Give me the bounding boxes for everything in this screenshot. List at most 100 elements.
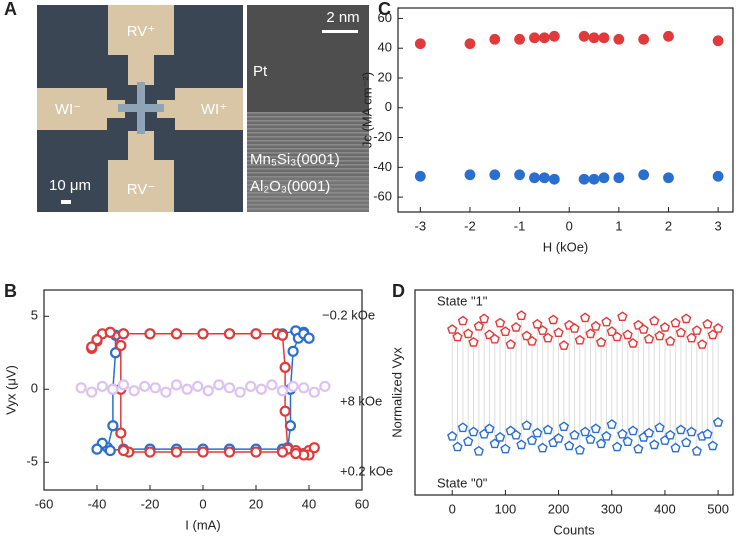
data-point <box>104 444 116 457</box>
data-point <box>548 30 560 42</box>
data-point <box>686 426 697 437</box>
data-point <box>578 173 590 185</box>
data-point <box>712 170 724 182</box>
data-point <box>457 422 468 433</box>
data-point <box>697 339 708 349</box>
data-point <box>510 429 522 440</box>
data-point <box>245 380 257 392</box>
micrograph <box>37 5 369 212</box>
data-point <box>276 446 289 458</box>
data-point <box>276 385 289 397</box>
y-tick-label: 5 <box>31 308 38 323</box>
data-point <box>638 324 649 334</box>
data-point <box>149 382 161 394</box>
data-point <box>532 427 543 438</box>
data-point <box>75 382 87 394</box>
data-point <box>537 442 548 453</box>
data-point <box>234 386 246 398</box>
image-label: WI⁻ <box>55 101 81 118</box>
data-point <box>290 447 302 460</box>
data-point <box>675 424 687 435</box>
data-point <box>516 439 527 450</box>
data-point <box>500 443 511 454</box>
data-point <box>276 329 289 341</box>
data-point <box>702 428 713 439</box>
data-point <box>287 345 299 357</box>
lattice <box>247 112 369 212</box>
data-point <box>532 318 543 329</box>
data-point <box>463 436 474 446</box>
data-point <box>675 327 687 337</box>
y-tick-label: -5 <box>26 454 38 469</box>
data-point <box>670 442 681 453</box>
data-point <box>308 442 320 454</box>
data-point <box>463 328 474 339</box>
data-point <box>633 443 644 454</box>
data-point <box>702 318 713 329</box>
channel <box>118 104 164 112</box>
x-tick-label: 20 <box>249 496 263 511</box>
x-tick-label: 500 <box>707 501 729 516</box>
data-point <box>170 446 183 458</box>
x-tick-label: -40 <box>88 496 107 511</box>
image-label: WI⁺ <box>201 101 227 118</box>
series-label: −0.2 kOe <box>322 307 375 322</box>
scale-bar <box>322 30 358 33</box>
image-label: RV⁻ <box>127 181 155 198</box>
data-point <box>117 444 130 457</box>
data-point <box>181 383 193 395</box>
x-tick-label: 200 <box>548 501 570 516</box>
data-point <box>298 382 310 394</box>
data-point <box>663 172 674 184</box>
data-point <box>279 361 291 373</box>
data-point <box>665 429 676 440</box>
data-point <box>638 33 650 45</box>
data-point <box>139 380 151 392</box>
data-point <box>712 323 724 333</box>
data-point <box>611 441 623 452</box>
data-point <box>548 314 559 325</box>
plot-frame <box>414 289 734 496</box>
x-tick-label: 40 <box>302 496 316 511</box>
data-point <box>569 429 580 440</box>
data-point <box>617 428 628 439</box>
data-point <box>255 383 267 395</box>
data-point <box>192 380 204 392</box>
data-point <box>202 385 214 397</box>
data-point <box>319 380 331 392</box>
data-point <box>665 335 676 346</box>
data-point <box>611 331 623 342</box>
data-point <box>712 35 724 47</box>
data-point <box>542 424 554 435</box>
x-tick-label: 0 <box>566 218 573 233</box>
x-tick-label: -2 <box>464 218 476 233</box>
data-point <box>484 423 495 434</box>
panel-label: D <box>392 281 405 301</box>
series-label: +0.2 kOe <box>340 463 393 478</box>
data-point <box>691 445 702 456</box>
data-point <box>659 322 671 332</box>
image-label: 2 nm <box>326 9 359 26</box>
image-label: Pt <box>253 63 268 80</box>
data-point <box>649 439 660 450</box>
data-point <box>580 426 591 437</box>
data-point <box>542 332 554 343</box>
data-point <box>654 330 665 341</box>
data-point <box>117 379 130 391</box>
data-point <box>107 383 119 395</box>
substrate <box>247 178 369 212</box>
data-point <box>548 173 560 185</box>
data-point <box>468 336 479 347</box>
data-point <box>529 32 540 44</box>
pad <box>128 131 154 161</box>
y-tick-label: -60 <box>373 189 392 204</box>
pad <box>175 88 243 130</box>
data-point <box>514 33 525 45</box>
data-point <box>553 433 564 443</box>
data-point <box>643 333 655 344</box>
data-point <box>617 311 628 321</box>
panel-label: A <box>4 0 17 19</box>
y-axis-label: Vyx (μV) <box>3 365 18 415</box>
x-tick-label: 100 <box>495 501 517 516</box>
data-point <box>414 170 426 182</box>
